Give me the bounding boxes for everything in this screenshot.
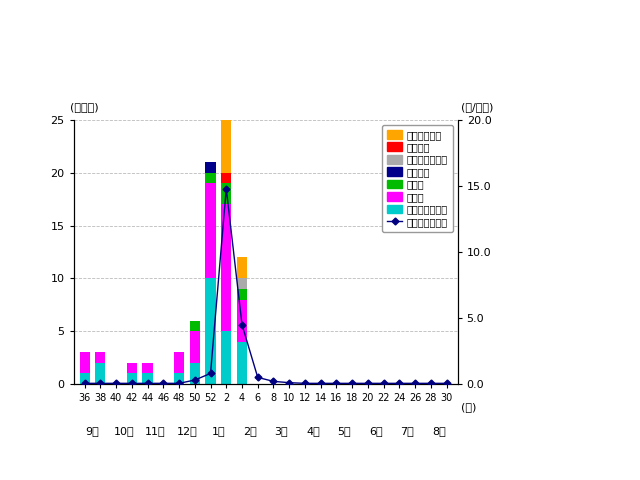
定点当り報告数 bbox=[348, 381, 356, 386]
定点当り報告数 bbox=[412, 381, 419, 386]
定点当り報告数 bbox=[144, 381, 152, 386]
Bar bbox=[221, 183, 232, 204]
定点当り報告数 bbox=[191, 377, 198, 383]
Bar bbox=[221, 204, 232, 331]
Bar bbox=[221, 173, 232, 183]
Text: (週): (週) bbox=[461, 402, 477, 412]
Text: 12月: 12月 bbox=[177, 426, 197, 436]
Text: 3月: 3月 bbox=[275, 426, 288, 436]
Bar bbox=[95, 363, 106, 384]
Bar bbox=[221, 4, 232, 173]
Bar bbox=[79, 373, 90, 384]
定点当り報告数 bbox=[396, 381, 403, 386]
定点当り報告数 bbox=[207, 371, 214, 376]
Text: 6月: 6月 bbox=[369, 426, 383, 436]
定点当り報告数 bbox=[380, 381, 387, 386]
Bar bbox=[189, 363, 200, 384]
定点当り報告数 bbox=[254, 374, 262, 380]
Bar bbox=[205, 278, 216, 384]
Bar bbox=[79, 352, 90, 373]
定点当り報告数 bbox=[81, 381, 88, 386]
定点当り報告数 bbox=[427, 381, 435, 386]
Bar bbox=[205, 173, 216, 183]
定点当り報告数 bbox=[175, 381, 183, 386]
Text: 9月: 9月 bbox=[86, 426, 99, 436]
定点当り報告数 bbox=[112, 381, 120, 386]
Bar bbox=[221, 331, 232, 384]
定点当り報告数 bbox=[269, 378, 277, 384]
定点当り報告数 bbox=[223, 186, 230, 192]
定点当り報告数 bbox=[97, 381, 104, 386]
Bar bbox=[127, 363, 137, 373]
Bar bbox=[237, 300, 247, 342]
Text: (施設数): (施設数) bbox=[70, 102, 99, 112]
Bar bbox=[95, 352, 106, 363]
Bar bbox=[127, 373, 137, 384]
Bar bbox=[237, 342, 247, 384]
Text: 8月: 8月 bbox=[432, 426, 445, 436]
定点当り報告数 bbox=[333, 381, 340, 386]
Text: 4月: 4月 bbox=[306, 426, 320, 436]
定点当り報告数 bbox=[301, 381, 308, 386]
定点当り報告数 bbox=[128, 381, 136, 386]
Text: 10月: 10月 bbox=[114, 426, 134, 436]
Bar bbox=[205, 162, 216, 173]
Bar bbox=[189, 321, 200, 331]
Bar bbox=[237, 289, 247, 300]
Bar bbox=[174, 352, 184, 373]
定点当り報告数 bbox=[159, 381, 167, 386]
Bar bbox=[205, 183, 216, 278]
Bar bbox=[143, 373, 153, 384]
Bar bbox=[143, 363, 153, 373]
Text: 1月: 1月 bbox=[212, 426, 225, 436]
Bar bbox=[237, 257, 247, 278]
定点当り報告数 bbox=[364, 381, 372, 386]
Text: (人/定点): (人/定点) bbox=[461, 102, 494, 112]
定点当り報告数 bbox=[317, 381, 324, 386]
Line: 定点当り報告数: 定点当り報告数 bbox=[82, 186, 449, 386]
Bar bbox=[174, 373, 184, 384]
Text: 11月: 11月 bbox=[145, 426, 166, 436]
定点当り報告数 bbox=[443, 381, 451, 386]
Text: 7月: 7月 bbox=[401, 426, 414, 436]
Legend: 社会福祉施設, 医療機関, その他の学校等, 高等学校, 中学校, 小学校, 保育園・幼稚園, 定点当り報告数: 社会福祉施設, 医療機関, その他の学校等, 高等学校, 中学校, 小学校, 保… bbox=[383, 125, 452, 231]
Bar bbox=[189, 331, 200, 363]
定点当り報告数 bbox=[285, 380, 293, 385]
Text: 5月: 5月 bbox=[337, 426, 351, 436]
Text: 2月: 2月 bbox=[243, 426, 257, 436]
Bar bbox=[237, 278, 247, 289]
定点当り報告数 bbox=[238, 322, 246, 327]
